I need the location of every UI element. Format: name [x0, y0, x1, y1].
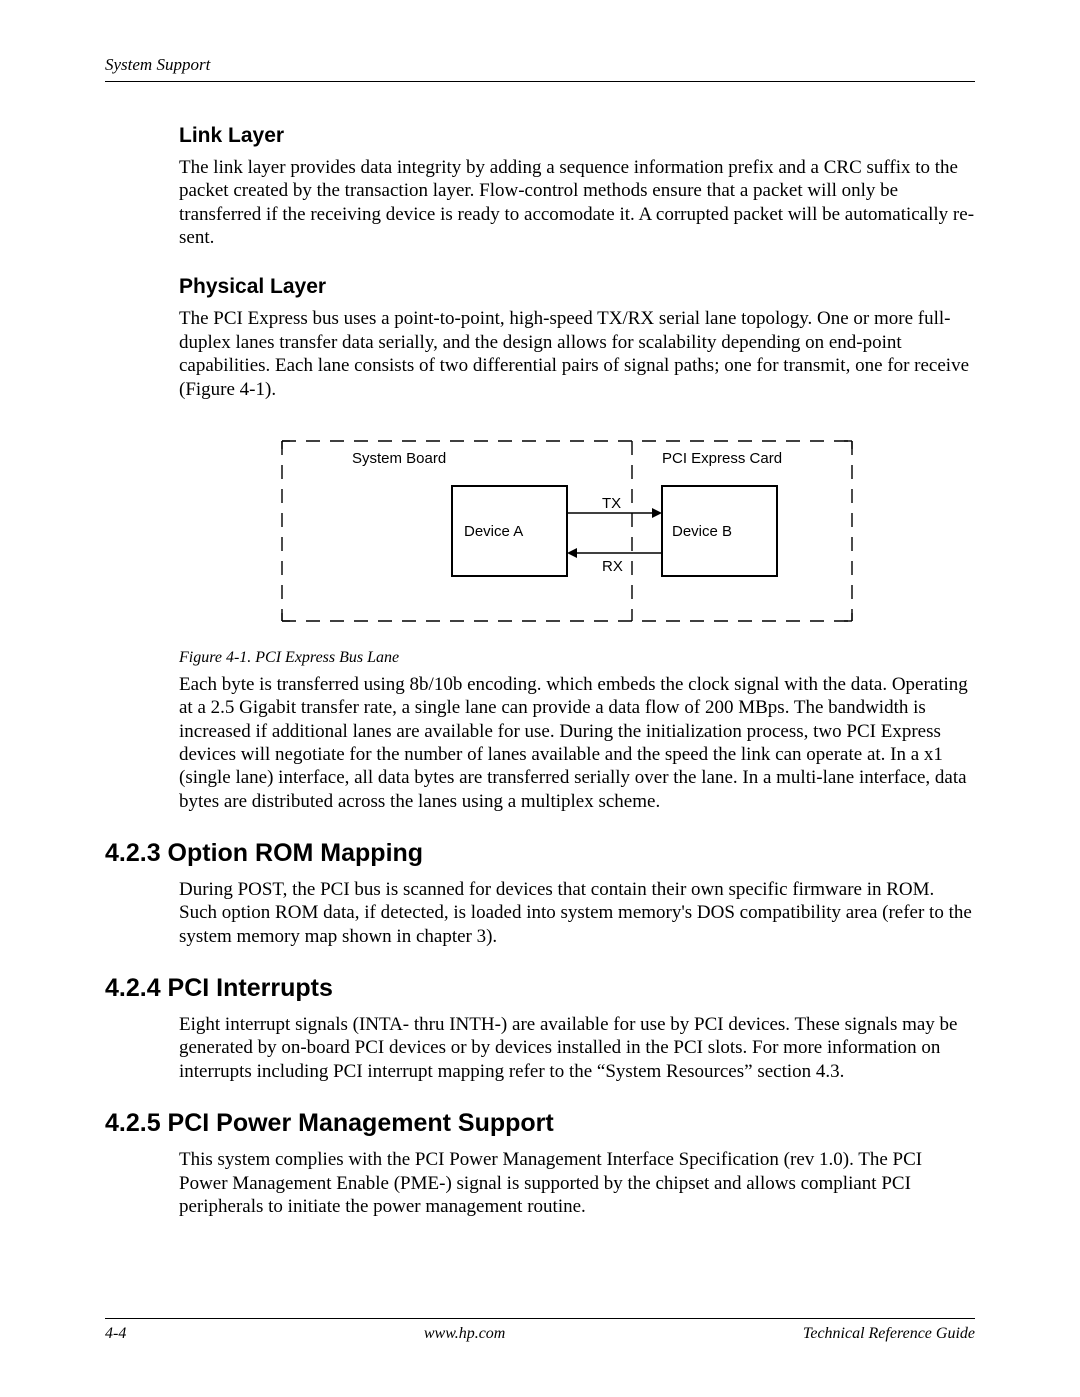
tx-label: TX — [602, 495, 621, 512]
pci-lane-diagram: System Board PCI Express Card Device A D… — [262, 431, 892, 631]
sec-425-heading-wrap: 4.2.5 PCI Power Management Support — [105, 1109, 975, 1138]
link-layer-heading: Link Layer — [179, 124, 975, 148]
sec-424-heading-wrap: 4.2.4 PCI Interrupts — [105, 974, 975, 1003]
sec-423-heading: 4.2.3 Option ROM Mapping — [105, 839, 423, 867]
link-layer-para: The link layer provides data integrity b… — [179, 156, 975, 249]
page-footer: 4-4 www.hp.com Technical Reference Guide — [105, 1318, 975, 1343]
figure-caption: Figure 4-1. PCI Express Bus Lane — [179, 649, 975, 667]
sec-423-heading-wrap: 4.2.3 Option ROM Mapping — [105, 839, 975, 868]
footer-url: www.hp.com — [424, 1325, 505, 1343]
sec-425-heading: 4.2.5 PCI Power Management Support — [105, 1109, 554, 1137]
page-header: System Support — [105, 55, 975, 82]
system-board-label: System Board — [352, 450, 446, 467]
sec-424-para: Eight interrupt signals (INTA- thru INTH… — [179, 1013, 975, 1083]
sec-424-heading: 4.2.4 PCI Interrupts — [105, 974, 333, 1002]
page-body: System Support Link Layer The link layer… — [105, 55, 975, 1244]
sec-423-para: During POST, the PCI bus is scanned for … — [179, 878, 975, 948]
sec-425-para: This system complies with the PCI Power … — [179, 1148, 975, 1218]
footer-page-number: 4-4 — [105, 1325, 126, 1343]
pci-card-label: PCI Express Card — [662, 450, 782, 467]
header-section-title: System Support — [105, 55, 210, 74]
physical-layer-heading: Physical Layer — [179, 275, 975, 299]
diagram-container: System Board PCI Express Card Device A D… — [179, 431, 975, 631]
content-area: Link Layer The link layer provides data … — [105, 124, 975, 1218]
physical-layer-intro: The PCI Express bus uses a point-to-poin… — [179, 307, 975, 400]
device-a-label: Device A — [464, 523, 523, 540]
physical-layer-after: Each byte is transferred using 8b/10b en… — [179, 673, 975, 813]
footer-doc-title: Technical Reference Guide — [803, 1325, 975, 1343]
device-b-label: Device B — [672, 523, 732, 540]
rx-label: RX — [602, 558, 623, 575]
